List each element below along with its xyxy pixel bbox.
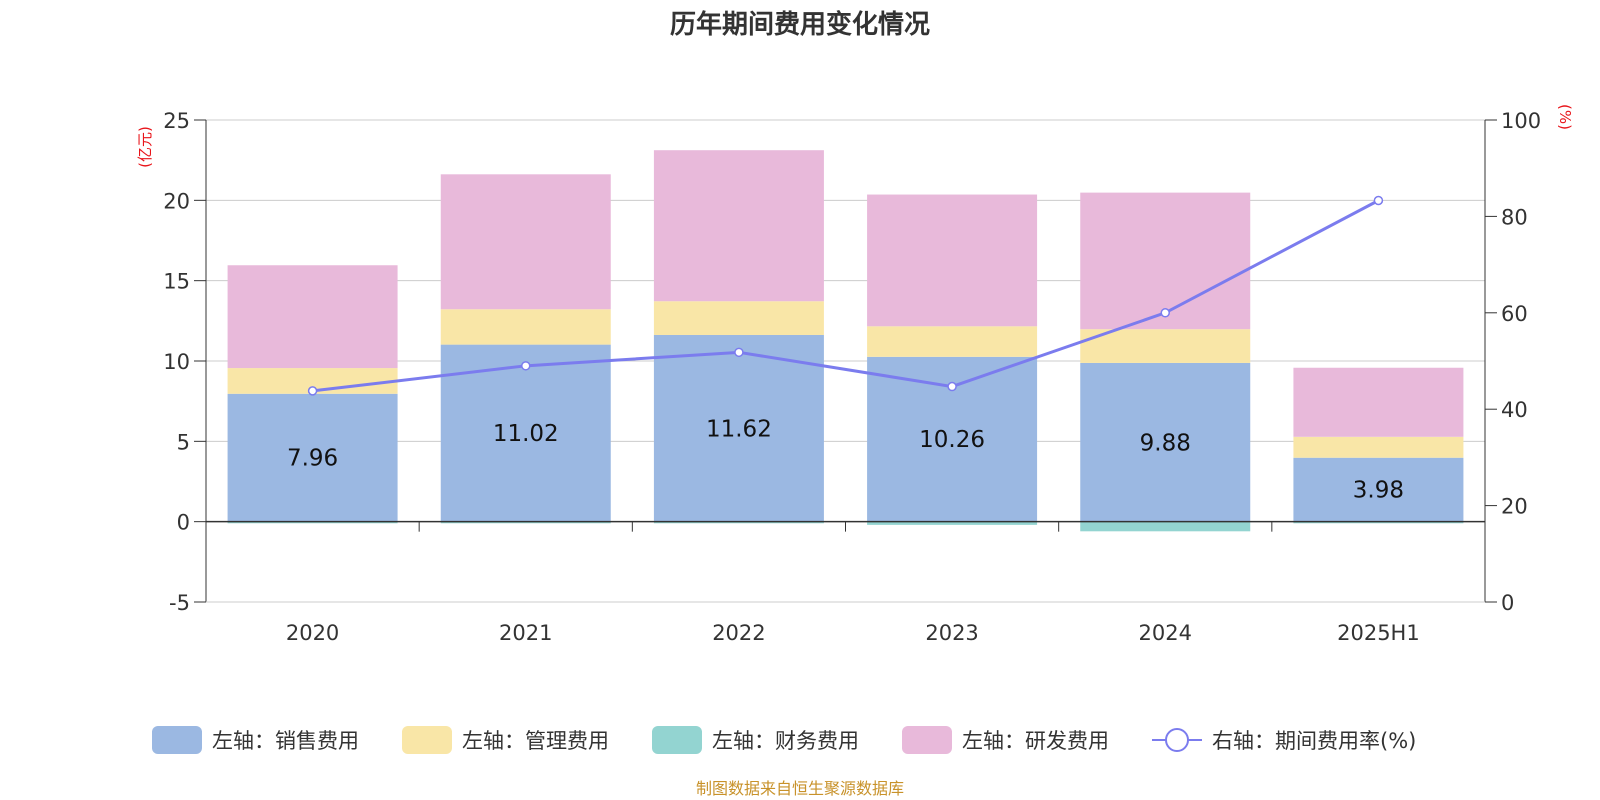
left-tick-label: 15 xyxy=(163,270,190,294)
bar-segment xyxy=(1293,521,1464,524)
bar-segment xyxy=(440,309,611,345)
left-tick-label: -5 xyxy=(169,591,190,615)
left-tick-label: 20 xyxy=(163,189,190,213)
source-note: 制图数据来自恒生聚源数据库 xyxy=(696,779,904,798)
legend-swatch xyxy=(902,726,952,754)
right-tick-label: 40 xyxy=(1501,398,1528,422)
bar-segment xyxy=(227,393,398,522)
bar-data-label: 3.98 xyxy=(1353,478,1404,504)
left-tick-label: 10 xyxy=(163,350,190,374)
left-tick-label: 5 xyxy=(177,430,190,454)
x-tick-label: 2022 xyxy=(712,621,765,645)
legend-label: 左轴：财务费用 xyxy=(712,729,859,753)
rate-point xyxy=(947,381,957,392)
bar-segment xyxy=(440,174,611,310)
legend-circle-swatch xyxy=(1165,728,1189,752)
bar-segment xyxy=(227,265,398,369)
legend: 左轴：销售费用 左轴：管理费用 左轴：财务费用 左轴：研发费用 右轴：期间费用率(%) xyxy=(152,726,1416,754)
rate-point xyxy=(734,347,744,358)
x-tick-label: 2025H1 xyxy=(1337,621,1420,645)
legend-label: 左轴：研发费用 xyxy=(962,729,1109,753)
right-axis-unit: (%) xyxy=(1556,104,1574,130)
bar-data-label: 11.02 xyxy=(493,421,559,447)
chart-title: 历年期间费用变化情况 xyxy=(670,9,930,40)
right-tick-label: 60 xyxy=(1501,302,1528,326)
bar-segment xyxy=(1080,192,1251,330)
rate-line xyxy=(307,195,1384,396)
rate-point xyxy=(1160,308,1170,318)
bar-segment xyxy=(1293,457,1464,522)
bar-segment xyxy=(440,344,611,522)
bar-data-label: 11.62 xyxy=(706,416,772,442)
bar-data-label: 7.96 xyxy=(287,446,338,472)
axes: -5 0 5 10 15 20 25 0 20 40 60 80 100 2020 2021 2022 2023… xyxy=(163,109,1541,645)
bar-data-label: 9.88 xyxy=(1140,430,1191,456)
rate-point xyxy=(307,386,318,396)
x-tick-label: 2020 xyxy=(286,621,339,645)
rate-point xyxy=(1373,195,1384,206)
left-tick-label: 25 xyxy=(163,109,190,133)
bar-segment xyxy=(867,521,1038,525)
legend-swatch xyxy=(402,726,452,754)
bar-segment xyxy=(867,326,1038,357)
bar-segment xyxy=(1293,436,1464,458)
legend-label: 右轴：期间费用率(%) xyxy=(1212,729,1416,753)
bar-data-label: 10.26 xyxy=(919,427,985,453)
legend-label: 左轴：销售费用 xyxy=(212,729,359,753)
bars xyxy=(227,150,1464,532)
rate-point xyxy=(521,361,531,371)
legend-swatch xyxy=(152,726,202,754)
bar-segment xyxy=(1293,367,1464,437)
bar-segment xyxy=(1080,521,1251,532)
right-tick-label: 80 xyxy=(1501,205,1528,229)
bar-segment xyxy=(440,521,611,524)
bar-segment xyxy=(653,334,824,522)
legend-label: 左轴：管理费用 xyxy=(462,729,609,753)
bar-segment xyxy=(653,521,824,524)
x-tick-label: 2023 xyxy=(925,621,978,645)
x-tick-label: 2024 xyxy=(1139,621,1192,645)
right-tick-label: 20 xyxy=(1501,495,1528,519)
x-tick-label: 2021 xyxy=(499,621,552,645)
bar-segment xyxy=(867,194,1038,327)
right-tick-label: 100 xyxy=(1501,109,1541,133)
bar-labels: 7.96 11.02 11.62 10.26 9.88 3.98 xyxy=(287,416,1404,503)
bar-segment xyxy=(227,521,398,524)
left-axis-unit: (亿元) xyxy=(136,126,154,168)
legend-swatch xyxy=(652,726,702,754)
bar-segment xyxy=(653,150,824,302)
rate-line-path xyxy=(312,199,1380,393)
bar-segment xyxy=(653,301,824,335)
right-tick-label: 0 xyxy=(1501,591,1514,615)
left-tick-label: 0 xyxy=(177,511,190,535)
bar-segment xyxy=(1080,362,1251,522)
bar-segment xyxy=(1080,329,1251,363)
